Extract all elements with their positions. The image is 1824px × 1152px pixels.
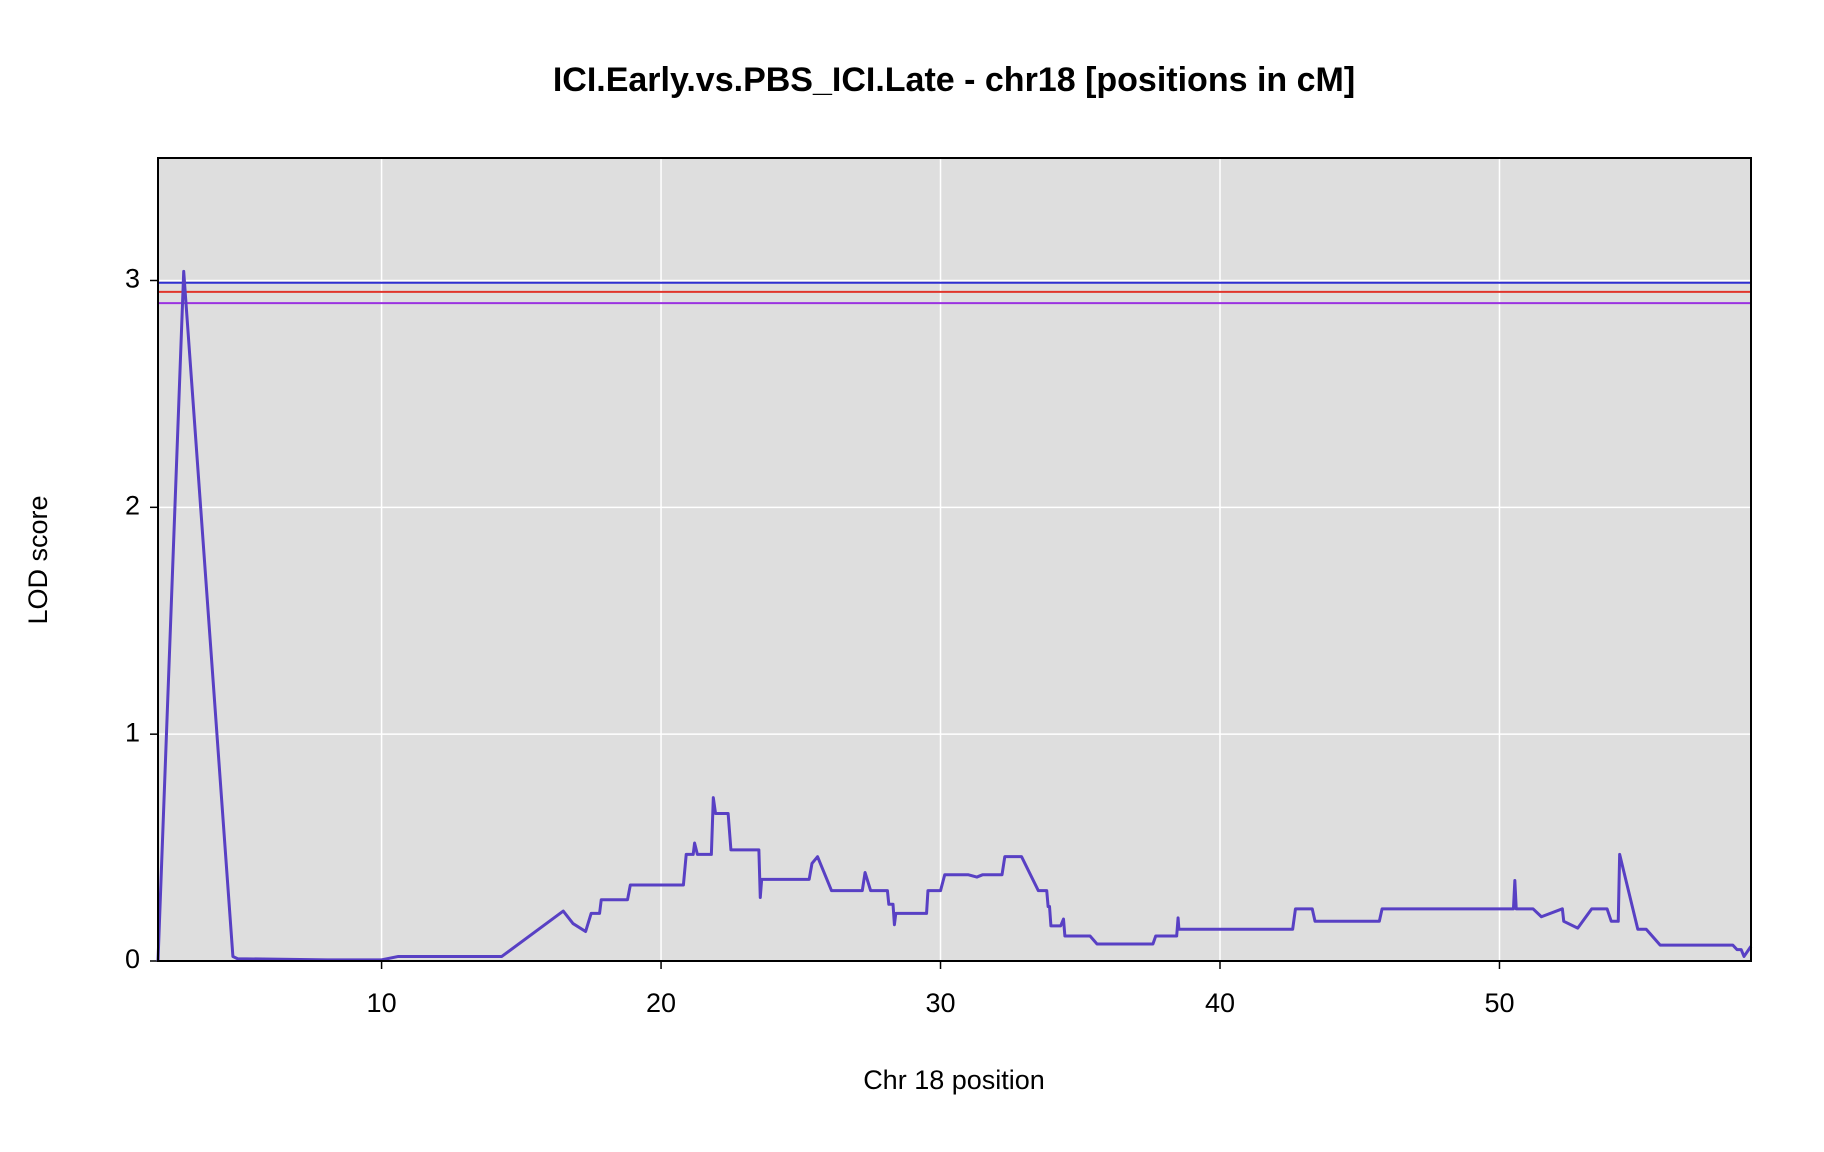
x-tick-label: 30 [926,988,956,1018]
plot-frame [157,157,1752,962]
lod-line [156,269,1753,962]
y-tick-label: 0 [125,944,140,974]
x-axis-title: Chr 18 position [863,1065,1045,1095]
y-tick-label: 1 [125,717,140,747]
y-tick-label: 3 [125,264,140,294]
plot-background [158,158,1751,961]
x-tick-label: 40 [1205,988,1235,1018]
x-tick-label: 20 [646,988,676,1018]
y-axis-title: LOD score [23,495,53,624]
y-tick-label: 2 [125,490,140,520]
chart-title: ICI.Early.vs.PBS_ICI.Late - chr18 [posit… [553,61,1355,99]
x-tick-label: 50 [1484,988,1514,1018]
x-tick-label: 10 [367,988,397,1018]
